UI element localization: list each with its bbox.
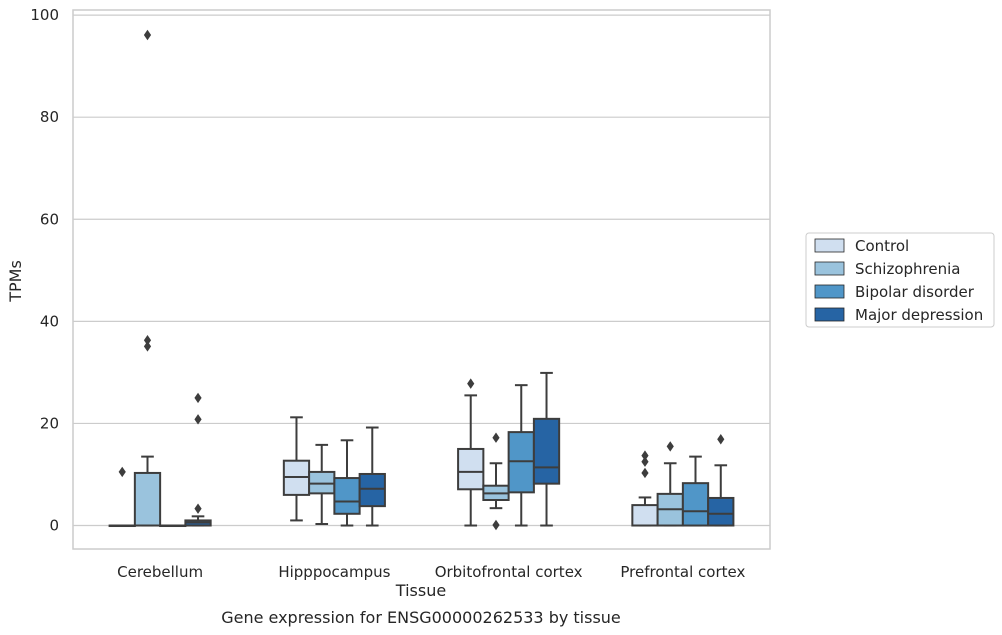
box-body <box>457 447 485 491</box>
outlier-point <box>194 503 202 514</box>
x-tick-label: Orbitofrontal cortex <box>435 563 583 581</box>
box-2-2 <box>507 384 535 527</box>
y-axis-label: TPMs <box>6 260 25 303</box>
box-body <box>532 417 561 485</box>
x-axis-label: Tissue <box>395 581 446 600</box>
outlier-point <box>467 378 475 389</box>
legend-frame <box>805 232 995 328</box>
box-0-1 <box>133 29 162 527</box>
box-1-3 <box>358 426 386 527</box>
box-3-2 <box>681 455 710 527</box>
box-body <box>507 431 535 494</box>
legend-swatch <box>814 261 845 276</box>
outlier-point <box>666 441 674 452</box>
grid-lines <box>73 14 770 527</box>
box-body <box>631 504 659 527</box>
y-tick-label: 20 <box>40 414 59 432</box>
box-body <box>707 496 735 527</box>
outlier-point <box>492 432 500 443</box>
y-tick-label: 0 <box>49 517 59 535</box>
y-axis-ticks: 0 20 40 60 80 100 <box>30 6 59 534</box>
outlier-point <box>194 392 202 404</box>
outlier-point <box>717 434 725 445</box>
chart-caption: Gene expression for ENSG00000262533 by t… <box>221 608 621 627</box>
outlier-point <box>641 456 649 467</box>
outlier-point <box>194 414 202 425</box>
box-body <box>333 477 361 515</box>
box-body <box>681 482 710 527</box>
box-2-0 <box>457 378 485 527</box>
box-3-3 <box>707 434 735 527</box>
box-2-1 <box>482 432 510 531</box>
box-0-2 <box>159 524 187 528</box>
outlier-point <box>118 466 126 478</box>
y-tick-label: 60 <box>40 210 59 228</box>
outlier-point <box>641 450 649 461</box>
outlier-point <box>143 335 152 346</box>
box-body <box>358 472 386 508</box>
outlier-point <box>492 519 500 531</box>
box-0-0 <box>108 466 136 528</box>
outlier-point <box>143 341 152 352</box>
y-tick-label: 100 <box>30 6 59 24</box>
box-body <box>133 471 162 527</box>
plot-area-frame <box>72 9 771 550</box>
legend-swatch <box>814 307 845 322</box>
legend: Control Schizophrenia Bipolar disorder Majo… <box>805 232 995 328</box>
legend-swatch <box>814 284 845 299</box>
y-tick-label: 80 <box>40 108 59 126</box>
box-series <box>108 29 735 531</box>
box-3-0 <box>631 450 659 527</box>
outlier-point <box>641 467 649 479</box>
legend-swatch <box>814 238 845 253</box>
x-tick-label: Hipppocampus <box>278 563 390 581</box>
y-tick-label: 40 <box>40 312 59 330</box>
legend-label: Bipolar disorder <box>855 283 975 301</box>
box-1-0 <box>282 416 311 522</box>
x-tick-label: Prefrontal cortex <box>620 563 745 581</box>
legend-label: Schizophrenia <box>855 260 960 278</box>
legend-label: Control <box>855 237 909 255</box>
box-1-2 <box>333 439 361 527</box>
outlier-point <box>143 29 152 41</box>
box-2-3 <box>532 371 561 527</box>
box-body <box>308 470 336 495</box>
legend-label: Major depression <box>855 306 983 324</box>
x-axis-ticks: Cerebellum Hipppocampus Orbitofrontal cort… <box>117 563 745 581</box>
box-3-1 <box>656 441 684 527</box>
box-0-3 <box>184 392 212 527</box>
x-tick-label: Cerebellum <box>117 563 203 581</box>
box-1-1 <box>308 443 336 525</box>
